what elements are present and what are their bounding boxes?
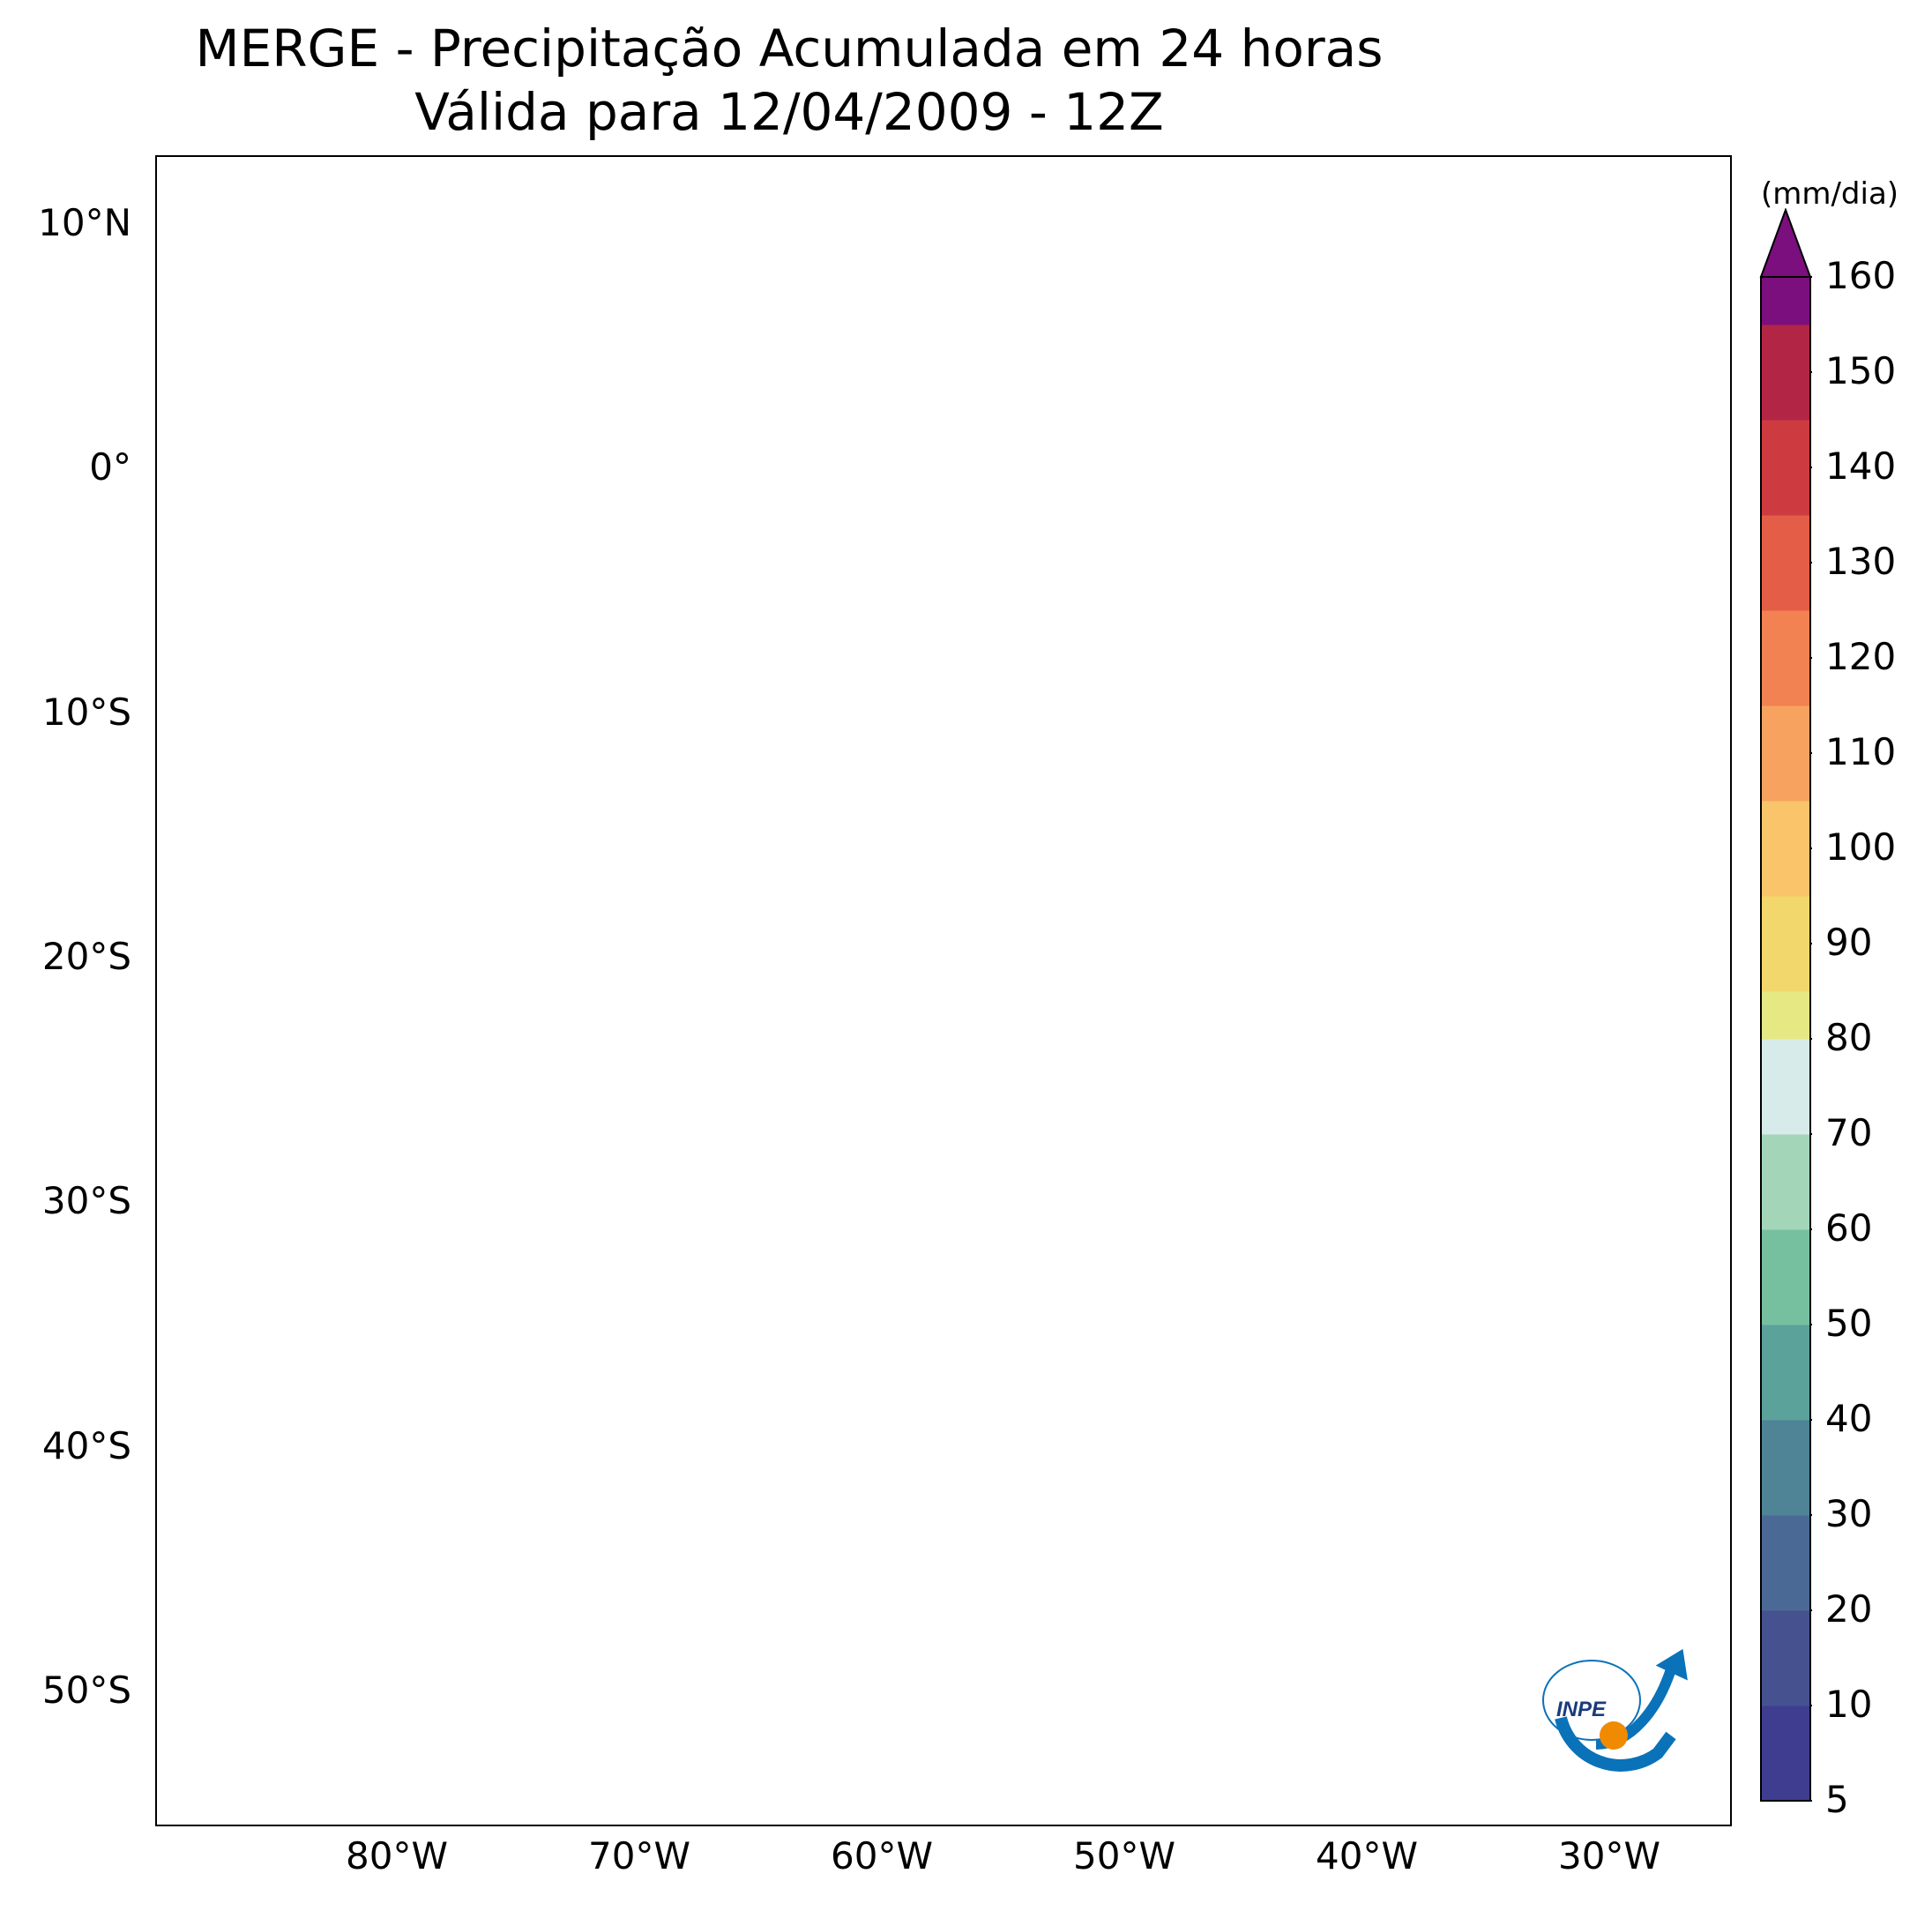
colorbar-segment <box>1761 1515 1810 1564</box>
colorbar-tick-label: 50 <box>1825 1302 1873 1345</box>
lat-label-0: 0° <box>89 445 131 489</box>
lon-label-40w: 40°W <box>1316 1834 1418 1877</box>
colorbar-segment <box>1761 1372 1810 1421</box>
colorbar-tick-label: 100 <box>1825 825 1897 869</box>
colorbar-unit-label: (mm/dia) <box>1760 176 1899 212</box>
colorbar-segment <box>1761 277 1810 325</box>
colorbar-tick-label: 110 <box>1825 730 1897 773</box>
lat-label-50s: 50°S <box>41 1668 131 1712</box>
colorbar-tick-label: 140 <box>1825 444 1897 488</box>
map-title-line1: MERGE - Precipitação Acumulada em 24 hor… <box>195 19 1384 78</box>
colorbar-segment <box>1761 1134 1810 1183</box>
colorbar-tick-label: 160 <box>1825 254 1897 297</box>
lat-label-10n: 10°N <box>38 201 131 244</box>
colorbar-tick-label: 20 <box>1825 1587 1873 1631</box>
colorbar-tick-label: 70 <box>1825 1111 1873 1154</box>
colorbar-segment <box>1761 1182 1810 1230</box>
colorbar-segment <box>1761 1229 1810 1278</box>
map-frame <box>155 155 1732 1826</box>
colorbar-segment <box>1761 1706 1810 1754</box>
colorbar-segment <box>1761 1420 1810 1468</box>
colorbar-segment <box>1761 1467 1810 1516</box>
colorbar-segment <box>1761 1658 1810 1706</box>
lon-label-70w: 70°W <box>588 1834 690 1877</box>
colorbar-tick-label: 5 <box>1825 1778 1849 1821</box>
colorbar-segment <box>1761 991 1810 1040</box>
inpe-logo-text: INPE <box>1556 1698 1607 1721</box>
colorbar-tick-label: 10 <box>1825 1683 1873 1726</box>
colorbar-tick-label: 40 <box>1825 1397 1873 1440</box>
colorbar-segment <box>1761 515 1810 564</box>
colorbar-segment <box>1761 372 1810 421</box>
colorbar-segment <box>1761 420 1810 468</box>
lat-label-30s: 30°S <box>41 1179 131 1222</box>
colorbar-tick-label: 80 <box>1825 1016 1873 1059</box>
colorbar-segment <box>1761 1277 1810 1325</box>
colorbar-tick-label: 130 <box>1825 540 1897 583</box>
colorbar-tick-label: 30 <box>1825 1492 1873 1535</box>
colorbar-tick-label: 150 <box>1825 349 1897 392</box>
lon-label-60w: 60°W <box>831 1834 933 1877</box>
lat-label-10s: 10°S <box>41 690 131 734</box>
colorbar-segment <box>1761 801 1810 849</box>
lon-label-30w: 30°W <box>1558 1834 1660 1877</box>
colorbar-segment <box>1761 753 1810 802</box>
colorbar-segment <box>1761 467 1810 516</box>
colorbar-segment <box>1761 658 1810 706</box>
colorbar <box>1759 208 1812 1802</box>
colorbar-segment <box>1761 1086 1810 1135</box>
colorbar-segment <box>1761 563 1810 611</box>
colorbar-tick-label: 90 <box>1825 921 1873 964</box>
lat-label-20s: 20°S <box>41 935 131 978</box>
inpe-logo-icon: INPE <box>1525 1621 1702 1793</box>
colorbar-extend-arrow <box>1759 208 1812 278</box>
map-title-line2: Válida para 12/04/2009 - 12Z <box>414 82 1164 142</box>
colorbar-segment <box>1761 944 1810 992</box>
colorbar-tick-label: 120 <box>1825 635 1897 678</box>
colorbar-segment <box>1761 1325 1810 1373</box>
colorbar-segment <box>1761 1563 1810 1611</box>
lat-label-40s: 40°S <box>41 1424 131 1467</box>
colorbar-segment <box>1761 705 1810 754</box>
colorbar-segment <box>1761 325 1810 373</box>
colorbar-segment <box>1761 610 1810 659</box>
lon-label-50w: 50°W <box>1073 1834 1175 1877</box>
colorbar-segment <box>1761 1039 1810 1087</box>
colorbar-tick-label: 60 <box>1825 1206 1873 1250</box>
colorbar-segment <box>1761 848 1810 897</box>
colorbar-segment <box>1761 1753 1810 1802</box>
lon-label-80w: 80°W <box>346 1834 448 1877</box>
colorbar-segment <box>1761 1610 1810 1659</box>
colorbar-segment <box>1761 896 1810 944</box>
